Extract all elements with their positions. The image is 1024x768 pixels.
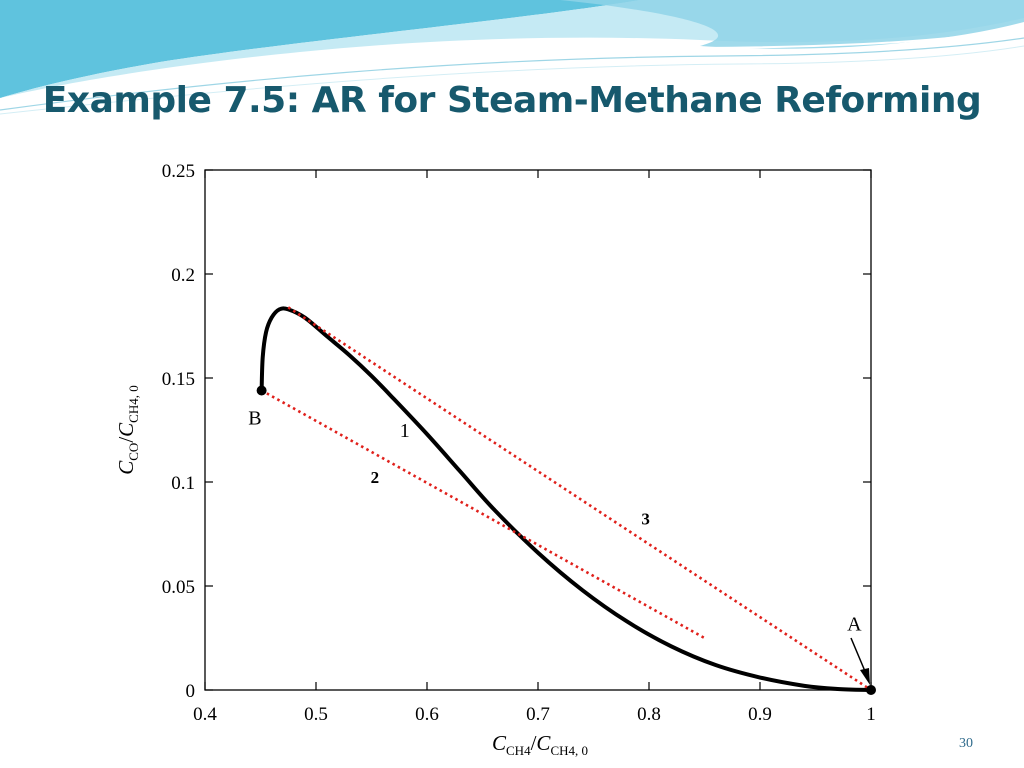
x-axis-title-base2: C [536, 731, 551, 755]
x-tick-label: 0.9 [748, 704, 772, 725]
x-axis-title-sub2: CH4, 0 [550, 743, 588, 758]
series-2-line [260, 389, 706, 640]
annotation-b: B [248, 408, 261, 430]
series-1-line [259, 306, 873, 692]
y-axis-title-sub2: CH4, 0 [126, 385, 141, 423]
points-layer [256, 385, 876, 695]
wave-band-dark [0, 0, 640, 98]
slide-title: Example 7.5: AR for Steam-Methane Reform… [42, 80, 982, 121]
x-tick-label: 0.6 [415, 704, 439, 725]
annotation-2: 2 [371, 468, 380, 487]
y-axis-title-slash: / [114, 437, 138, 443]
annotation-a: A [847, 613, 862, 635]
wave-line-3 [0, 45, 1024, 115]
y-tick-label: 0.15 [162, 369, 195, 390]
wave-band-right [560, 0, 1024, 49]
annotation-1: 1 [400, 420, 410, 442]
x-tick-label: 1 [866, 704, 876, 725]
slide-number: 30 [959, 736, 973, 751]
x-axis-title: CCH4/CCH4, 0 [492, 731, 588, 758]
series-layer [259, 306, 873, 692]
y-tick-label: 0 [186, 681, 196, 702]
point-b [256, 385, 267, 396]
wave-decoration [0, 0, 1024, 115]
y-tick-label: 0.2 [171, 265, 195, 286]
y-axis-title-base: C [114, 460, 138, 475]
arrow-to-a-head [860, 668, 870, 685]
annotation-3: 3 [641, 509, 650, 528]
y-axis-title: CCO/CCH4, 0 [114, 385, 141, 475]
y-axis-title-sub: CO [126, 443, 141, 461]
wave-line-1 [0, 27, 1024, 105]
y-tick-label: 0.05 [162, 577, 195, 598]
x-axis-title-sub: CH4 [506, 743, 531, 758]
x-axis-title-slash: / [531, 731, 537, 755]
x-axis-ticks: 0.4 0.5 0.6 0.7 0.8 0.9 1 [193, 170, 876, 725]
y-axis-ticks: 0 0.05 0.1 0.15 0.2 0.25 [162, 161, 871, 702]
plot-frame [204, 169, 872, 691]
x-tick-label: 0.4 [193, 704, 217, 725]
x-tick-label: 0.8 [637, 704, 661, 725]
y-tick-label: 0.25 [162, 161, 195, 182]
point-a [866, 685, 876, 695]
wave-line-2 [0, 37, 1024, 111]
x-tick-label: 0.7 [526, 704, 550, 725]
annotation-layer: 1 2 3 A B [248, 408, 862, 636]
y-tick-label: 0.1 [171, 473, 195, 494]
series-3-line [287, 306, 872, 692]
y-axis-title-base2: C [114, 422, 138, 437]
x-tick-label: 0.5 [304, 704, 328, 725]
x-axis-title-base: C [492, 731, 507, 755]
